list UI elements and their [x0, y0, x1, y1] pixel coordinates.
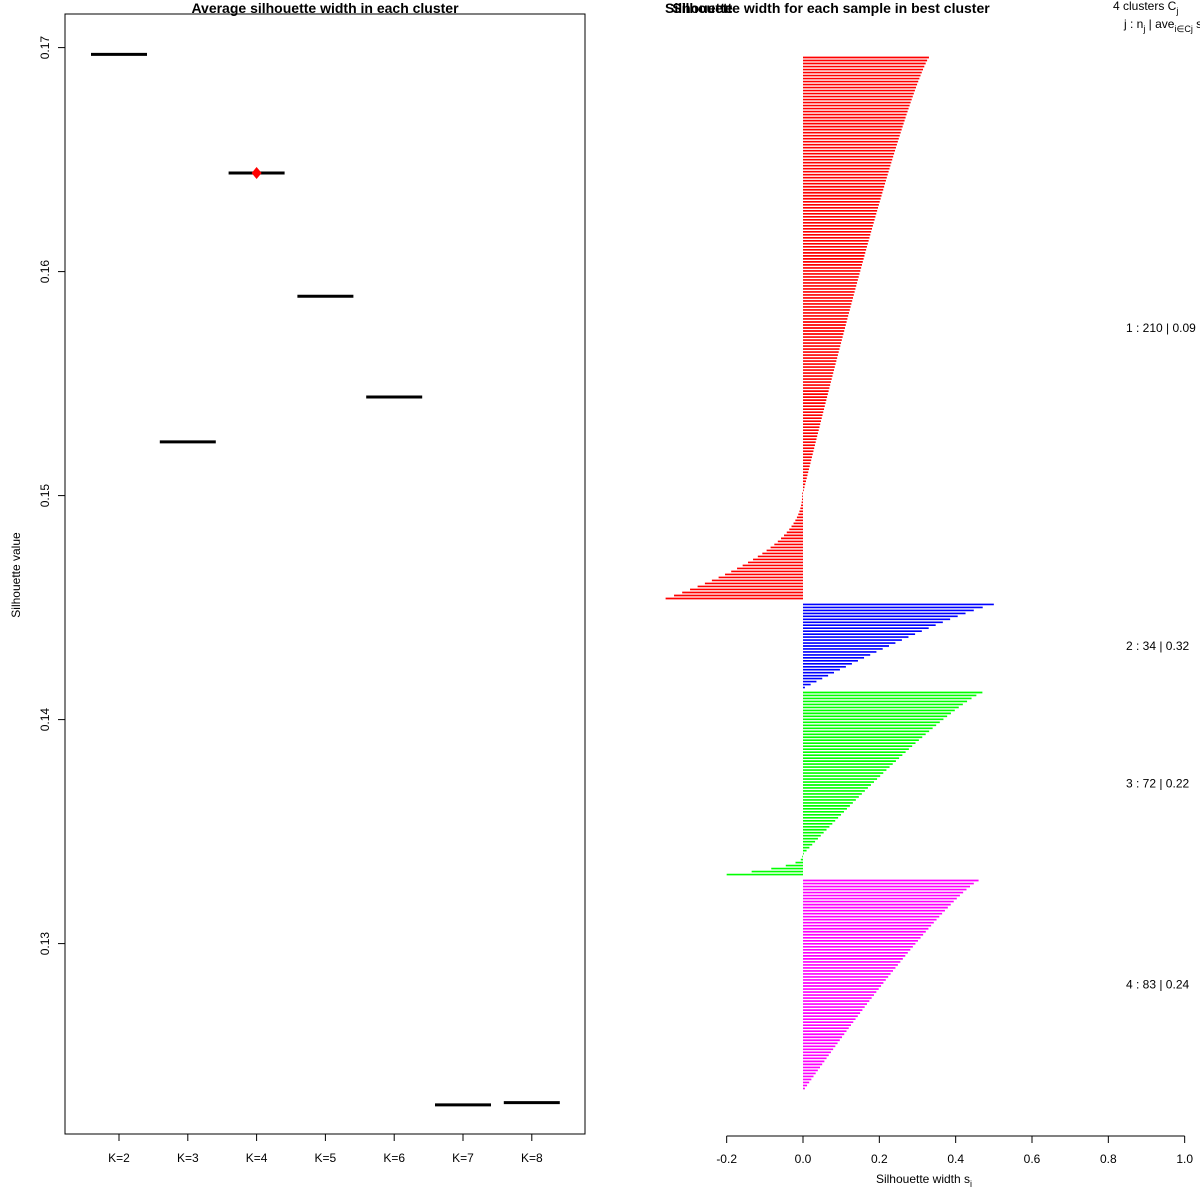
cluster-header-line1: 4 clusters Cj — [1113, 0, 1178, 16]
right-x-axis-label: Silhouette width si — [876, 1172, 972, 1189]
left-y-tick-label: 0.14 — [38, 708, 52, 732]
sample-silhouette-panel: Silhouette Silhouette width for each sam… — [665, 0, 1200, 1189]
left-x-tick-label: K=7 — [452, 1151, 474, 1165]
header-line2-b: | ave — [1145, 17, 1174, 31]
left-plot-frame — [64, 13, 586, 1135]
left-y-tick-label: 0.16 — [38, 260, 52, 284]
header-line1-sub: j — [1175, 6, 1178, 16]
left-x-axis: K=2 K=3 K=4 K=5 K=6 K=7 K=8 — [108, 1134, 543, 1165]
right-x-axis-label-sub: i — [970, 1179, 972, 1189]
avg-silhouette-panel: Average silhouette width in each cluster… — [9, 0, 586, 1165]
right-x-axis: -0.2 0.0 0.2 0.4 0.6 0.8 1.0 — [716, 1135, 1193, 1166]
left-marks — [91, 52, 560, 1107]
header-line2-sub2: i∈Cj — [1174, 24, 1192, 34]
cluster-labels: 1 : 210 | 0.09 2 : 34 | 0.32 3 : 72 | 0.22… — [1126, 321, 1196, 992]
left-y-tick-label: 0.17 — [38, 36, 52, 60]
header-line2-a: j : n — [1123, 17, 1143, 31]
right-x-tick-label: 0.6 — [1024, 1152, 1041, 1166]
left-x-tick-label: K=6 — [383, 1151, 405, 1165]
header-line1-text: 4 clusters C — [1113, 0, 1177, 13]
best-k-marker — [251, 167, 262, 180]
cluster-label: 2 : 34 | 0.32 — [1126, 639, 1189, 653]
left-y-axis: 0.13 0.14 0.15 0.16 0.17 — [38, 36, 65, 956]
left-y-tick-label: 0.15 — [38, 484, 52, 508]
cluster-header-line2: j : nj | avei∈Cj si — [1123, 17, 1200, 34]
left-x-tick-label: K=2 — [108, 1151, 130, 1165]
left-y-axis-label: Silhouette value — [9, 532, 23, 618]
right-x-tick-label: -0.2 — [716, 1152, 737, 1166]
header-line2-c: s — [1193, 17, 1200, 31]
left-x-tick-label: K=5 — [315, 1151, 337, 1165]
left-x-tick-label: K=3 — [177, 1151, 199, 1165]
right-overlap-text: Silhouette — [665, 0, 733, 16]
cluster-label: 1 : 210 | 0.09 — [1126, 321, 1196, 335]
cluster-label: 4 : 83 | 0.24 — [1126, 978, 1189, 992]
right-x-tick-label: 0.0 — [795, 1152, 812, 1166]
right-x-tick-label: 0.2 — [871, 1152, 888, 1166]
silhouette-bars — [665, 56, 994, 1090]
left-x-tick-label: K=8 — [521, 1151, 543, 1165]
right-chart-title: Silhouette width for each sample in best… — [672, 0, 990, 16]
left-y-tick-label: 0.13 — [38, 932, 52, 956]
right-x-axis-label-text: Silhouette width s — [876, 1172, 970, 1186]
cluster-label: 3 : 72 | 0.22 — [1126, 777, 1189, 791]
left-chart-title: Average silhouette width in each cluster — [191, 0, 459, 16]
right-x-tick-label: 0.8 — [1100, 1152, 1117, 1166]
right-x-tick-label: 1.0 — [1176, 1152, 1193, 1166]
left-x-tick-label: K=4 — [246, 1151, 268, 1165]
right-x-tick-label: 0.4 — [947, 1152, 964, 1166]
header-line2-sub1: j — [1142, 24, 1145, 34]
